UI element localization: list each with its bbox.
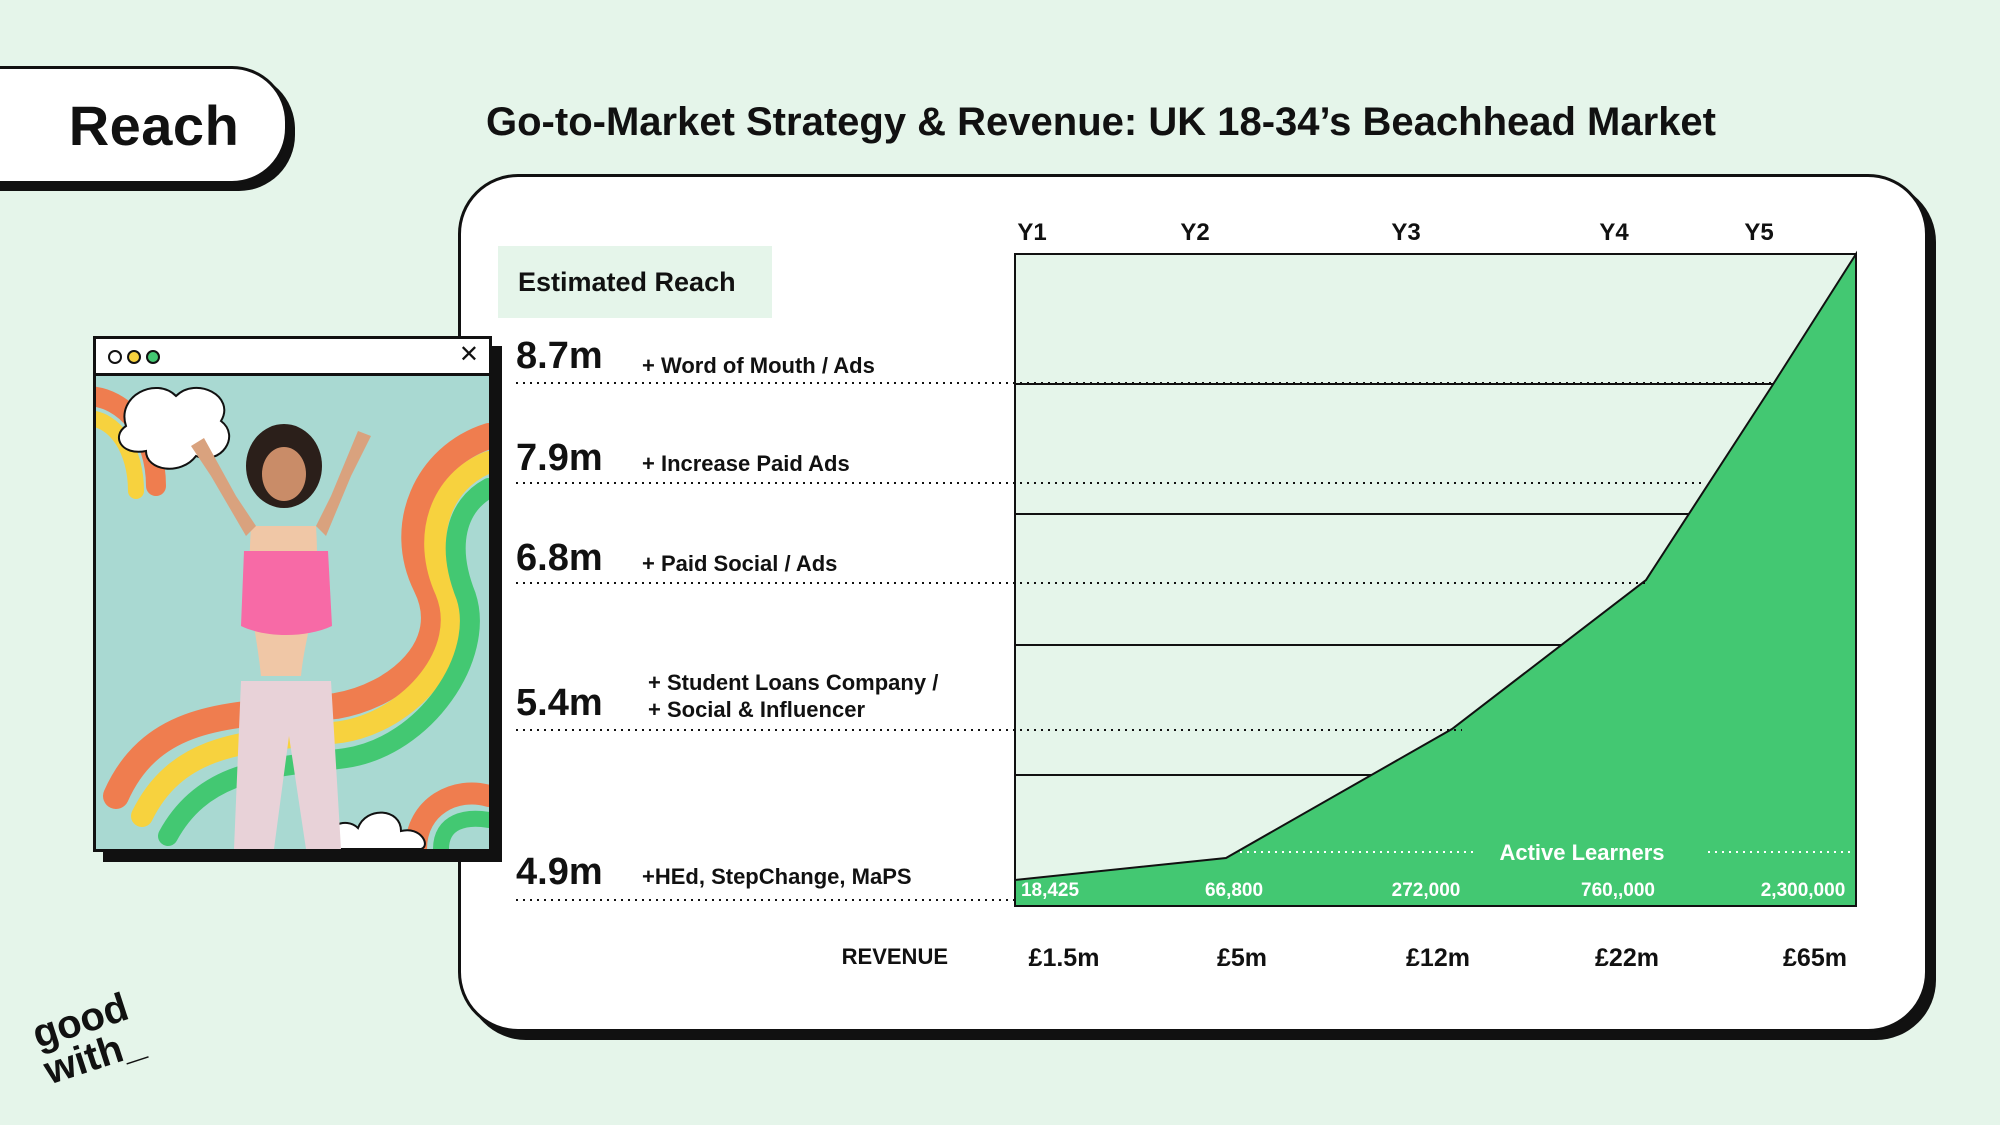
- reach-value: 4.9m: [516, 851, 603, 893]
- close-icon: ✕: [458, 341, 479, 368]
- revenue-value: £5m: [1217, 944, 1267, 972]
- person-photo: [96, 376, 489, 849]
- window-dot-icon: [146, 350, 160, 364]
- year-label: Y3: [1391, 219, 1420, 246]
- reach-label: + Word of Mouth / Ads: [642, 353, 875, 378]
- year-label: Y2: [1180, 219, 1209, 246]
- active-learners-label: 66,800: [1205, 880, 1263, 901]
- plot-frame: [1014, 253, 1857, 907]
- window-dot-icon: [127, 350, 141, 364]
- reach-value: 7.9m: [516, 437, 603, 479]
- reach-tab-label: Reach: [68, 93, 240, 157]
- active-learners-label: 760,,000: [1581, 880, 1655, 901]
- reach-tab: Reach: [0, 66, 288, 184]
- revenue-value: £65m: [1783, 944, 1847, 972]
- window-dot-icon: [108, 350, 122, 364]
- year-label: Y4: [1599, 219, 1629, 246]
- photo-window: ✕: [93, 336, 492, 852]
- reach-value: 5.4m: [516, 682, 603, 724]
- page-title: Go-to-Market Strategy & Revenue: UK 18-3…: [486, 100, 1716, 144]
- revenue-label: REVENUE: [842, 944, 948, 969]
- reach-label: + Student Loans Company /: [648, 670, 938, 695]
- year-label: Y1: [1017, 219, 1046, 246]
- revenue-value: £12m: [1406, 944, 1470, 972]
- reach-label: + Social & Influencer: [648, 697, 865, 722]
- reach-label: + Paid Social / Ads: [642, 551, 837, 576]
- revenue-value: £22m: [1595, 944, 1659, 972]
- reach-value: 8.7m: [516, 335, 603, 377]
- year-label: Y5: [1744, 219, 1773, 246]
- active-learners-label: 272,000: [1392, 880, 1461, 901]
- active-learners-label: 2,300,000: [1761, 880, 1846, 901]
- reach-label: + Increase Paid Ads: [642, 451, 850, 476]
- series-name: Active Learners: [1499, 840, 1664, 865]
- estimated-reach-header: Estimated Reach: [498, 246, 772, 318]
- reach-label: +HEd, StepChange, MaPS: [642, 864, 912, 889]
- window-title-bar: ✕: [96, 339, 489, 376]
- active-learners-label: 18,425: [1021, 880, 1080, 901]
- reach-value: 6.8m: [516, 537, 603, 579]
- revenue-value: £1.5m: [1029, 944, 1100, 972]
